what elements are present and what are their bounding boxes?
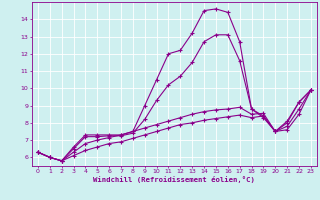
X-axis label: Windchill (Refroidissement éolien,°C): Windchill (Refroidissement éolien,°C) <box>93 176 255 183</box>
